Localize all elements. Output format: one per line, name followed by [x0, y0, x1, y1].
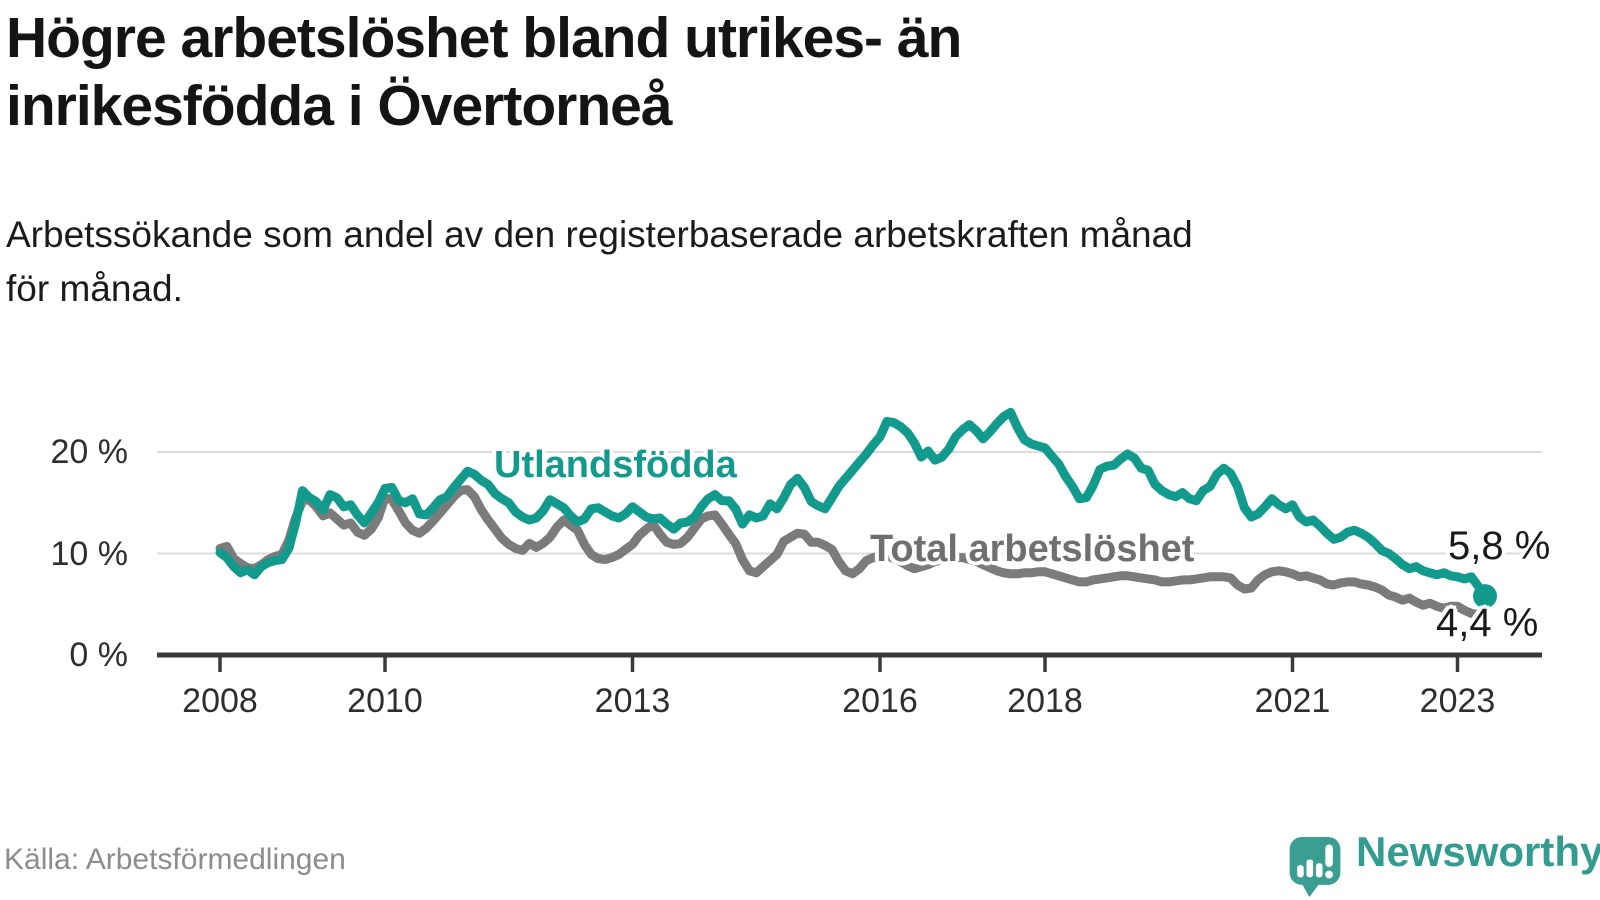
y-axis-label: 20 %	[50, 433, 129, 471]
subtitle-line-1: Arbetssökande som andel av den registerb…	[6, 214, 1193, 255]
source-note: Källa: Arbetsförmedlingen	[4, 843, 346, 876]
subtitle-line-2: för månad.	[6, 267, 183, 309]
end-value-label-utlandsfodda: 5,8 %	[1448, 524, 1551, 568]
series-line-utlandsfodda	[215, 407, 1490, 601]
title-line-1: Högre arbetslöshet bland utrikes- än	[6, 6, 962, 70]
x-axis-label: 2016	[842, 682, 918, 720]
data-series-lines	[215, 407, 1497, 619]
chart-subtitle: Arbetssökande som andel av den registerb…	[6, 208, 1566, 315]
x-axis-label: 2021	[1254, 682, 1331, 720]
series-end-dot	[1473, 584, 1497, 609]
newsworthy-wordmark: Newsworthy	[1356, 828, 1600, 875]
x-axis-label: 2013	[594, 682, 671, 720]
series-line-total	[215, 485, 1490, 619]
x-axis-label: 2010	[347, 682, 423, 720]
newsworthy-logo-icon	[1289, 836, 1341, 898]
series-label-total-arbetsloshet: Total arbetslöshet	[870, 528, 1195, 570]
y-axis-label: 10 %	[50, 534, 129, 573]
series-label-utlandsfodda: Utlandsfödda	[494, 444, 737, 486]
x-axis-label: 2018	[1007, 682, 1083, 720]
x-axis-label: 2023	[1419, 682, 1496, 720]
end-value-label-total: 4,4 %	[1436, 601, 1539, 645]
x-axis	[157, 652, 1542, 672]
gridlines	[157, 451, 1542, 555]
title-line-2: inrikesfödda i Övertorneå	[6, 74, 673, 139]
x-axis-label: 2008	[182, 682, 258, 720]
page-title: Högre arbetslöshet bland utrikes- än inr…	[6, 4, 1406, 141]
y-axis-label: 0 %	[69, 636, 128, 674]
